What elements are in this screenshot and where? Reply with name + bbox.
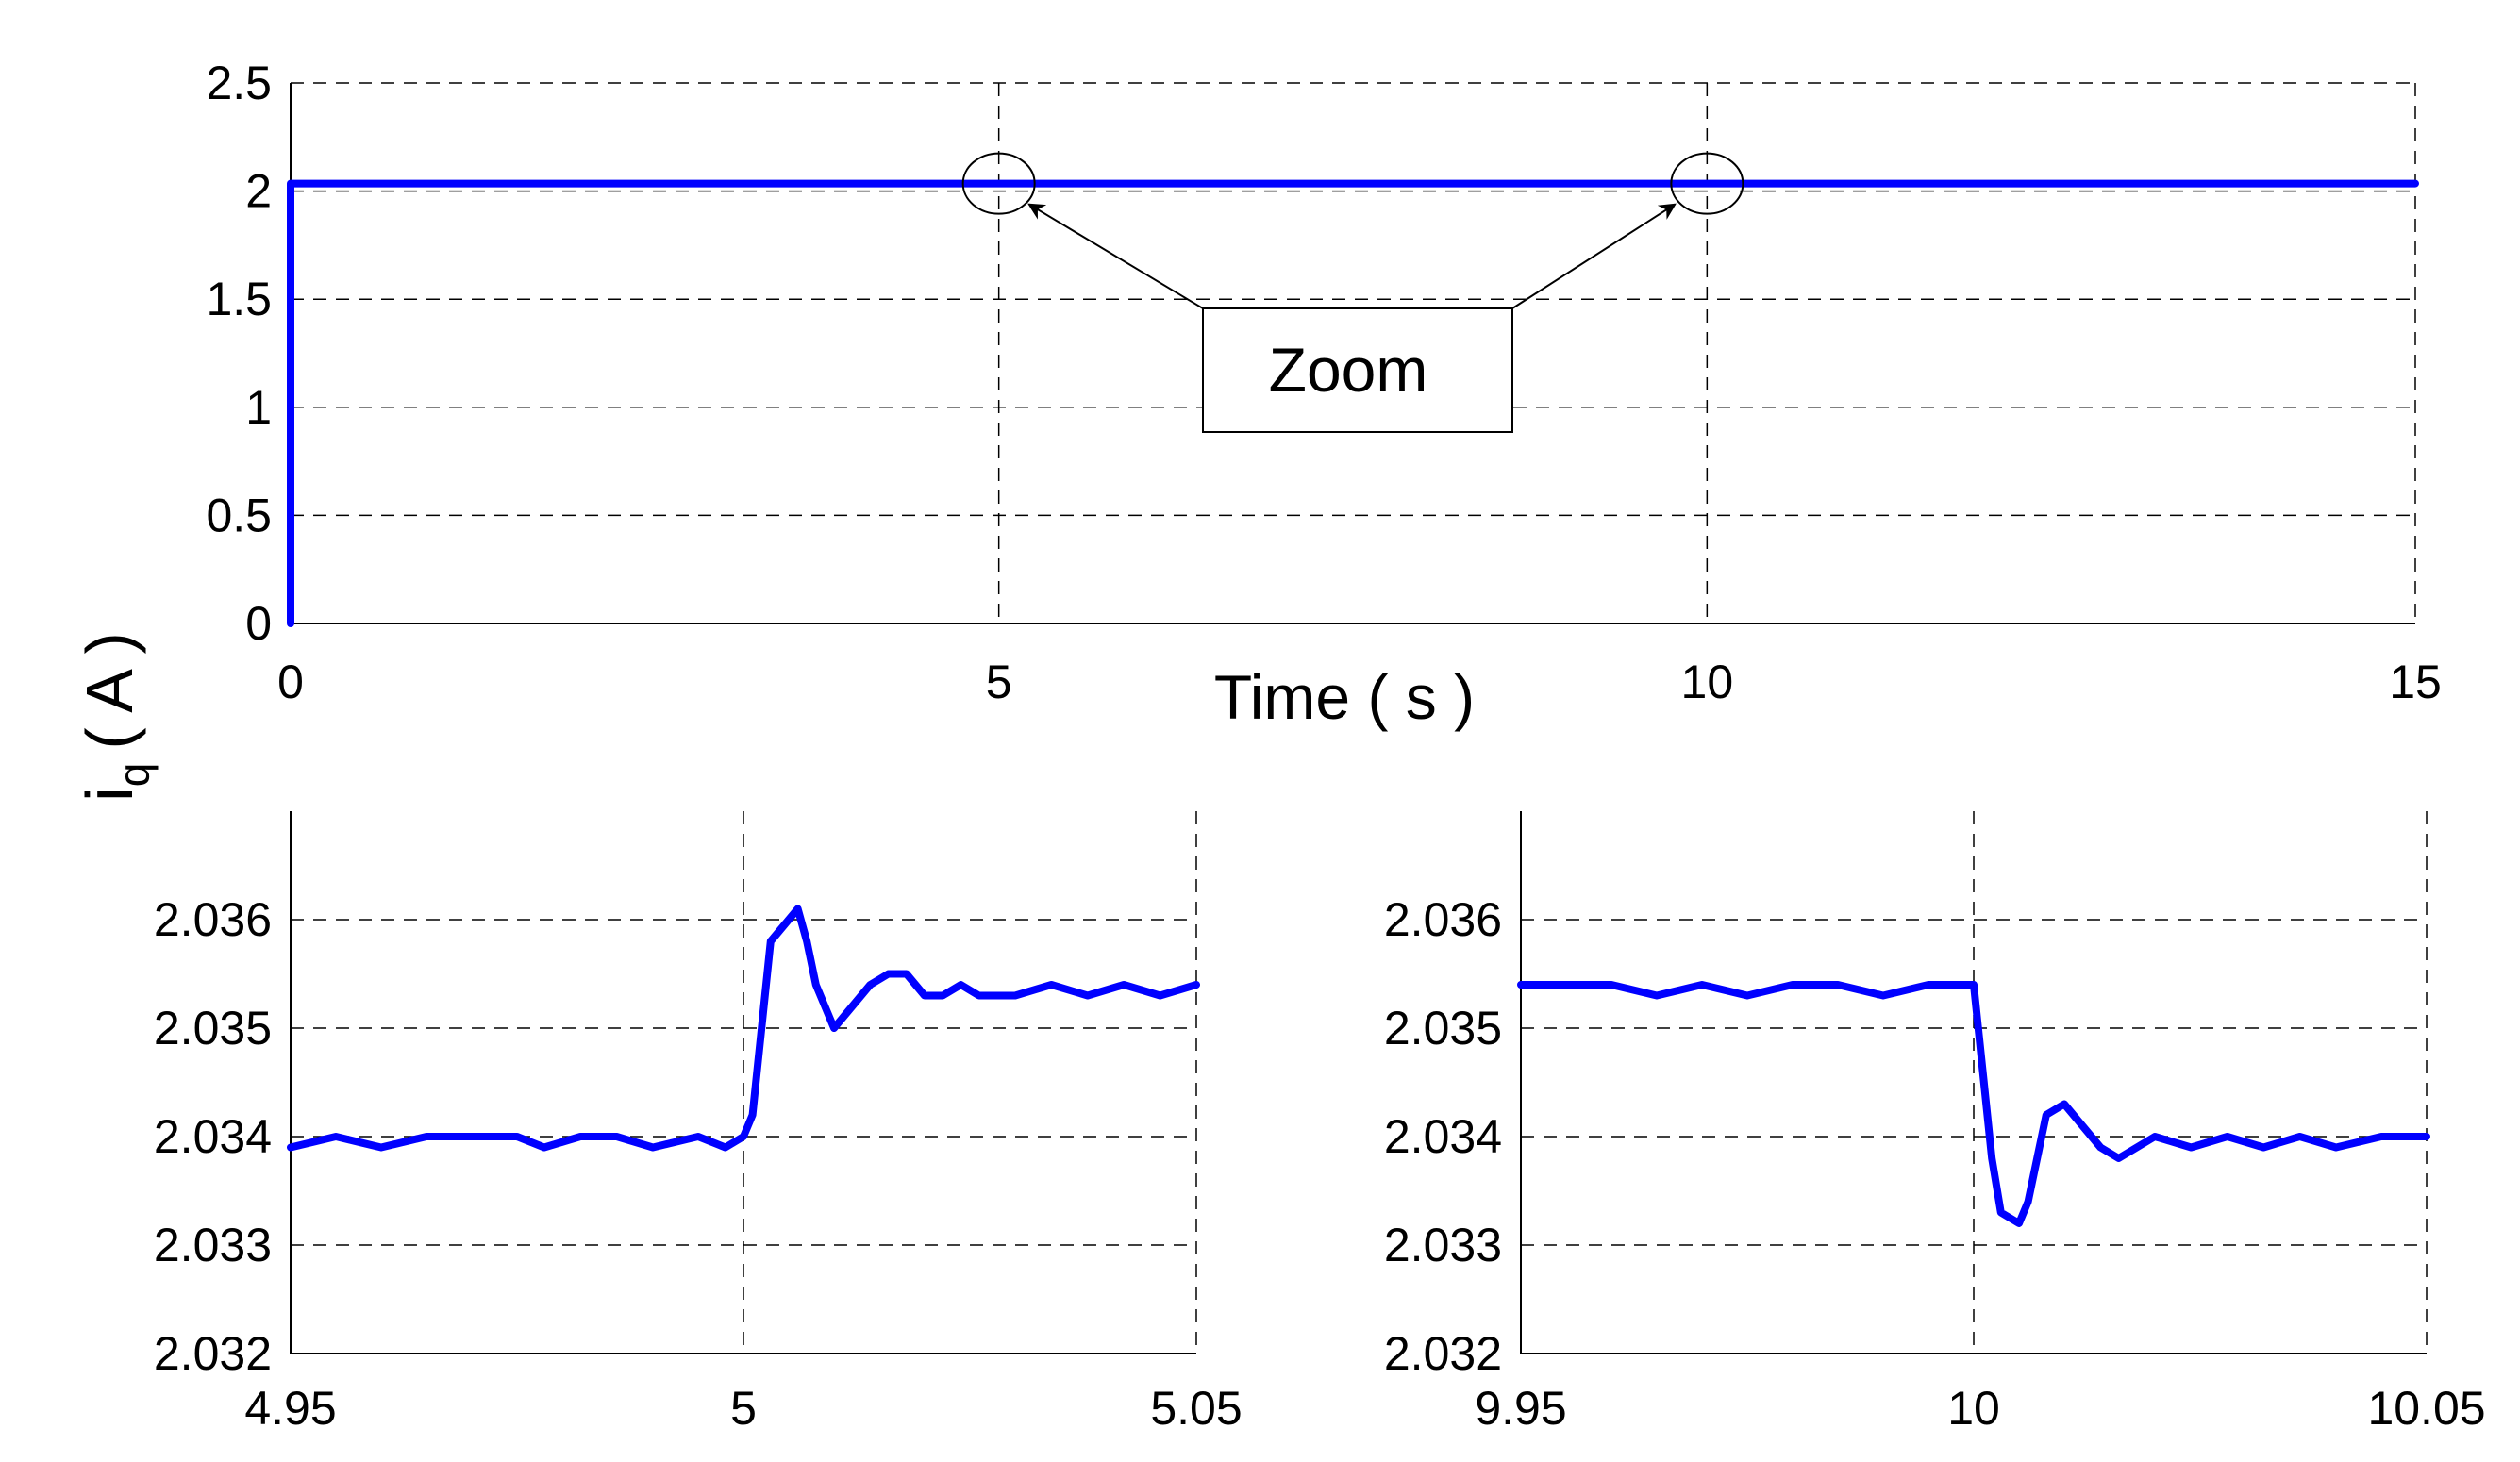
y-tick-label: 2.035 bbox=[154, 1002, 272, 1055]
x-axis-title: Time ( s ) bbox=[1214, 662, 1475, 732]
y-tick-label: 2.036 bbox=[1384, 893, 1502, 946]
y-tick-label: 0 bbox=[245, 597, 272, 650]
y-tick-label: 2.034 bbox=[154, 1110, 272, 1163]
x-tick-label: 4.95 bbox=[244, 1382, 336, 1435]
x-tick-label: 5 bbox=[986, 656, 1012, 708]
x-tick-label: 5 bbox=[730, 1382, 757, 1435]
y-tick-label: 1.5 bbox=[206, 273, 272, 325]
series-line bbox=[287, 179, 2419, 627]
x-tick-label: 9.95 bbox=[1475, 1382, 1566, 1435]
y-tick-label: 2.032 bbox=[1384, 1327, 1502, 1380]
x-tick-label: 0 bbox=[277, 656, 304, 708]
x-tick-label: 15 bbox=[2389, 656, 2442, 708]
x-tick-label: 10 bbox=[1681, 656, 1734, 708]
zoom-label-box bbox=[1202, 307, 1513, 433]
y-tick-label: 2 bbox=[245, 165, 272, 218]
zoom-chart-10s: 9.95 10 10.05 2.032 2.033 2.034 2.035 2.036 bbox=[1384, 811, 2486, 1435]
y-tick-label: 0.5 bbox=[206, 489, 272, 541]
x-tick-label: 5.05 bbox=[1150, 1382, 1242, 1435]
zoom-arrow bbox=[1511, 203, 1677, 309]
y-tick-label: 2.036 bbox=[154, 893, 272, 946]
svg-text:iq( A ): iq ( A ) bbox=[73, 632, 159, 802]
y-tick-label: 2.033 bbox=[154, 1219, 272, 1271]
y-tick-label: 2.032 bbox=[154, 1327, 272, 1380]
zoom-marker-circle bbox=[961, 152, 1036, 215]
y-axis-label-sub: q bbox=[109, 763, 159, 788]
main-chart: 0 5 10 15 0 0.5 1 1.5 2 2.5 Time ( s ) Zoom bbox=[206, 57, 2441, 732]
y-tick-label: 2.035 bbox=[1384, 1002, 1502, 1055]
y-axis-label: iq ( A ) bbox=[73, 632, 159, 802]
y-axis-label-main: i bbox=[73, 787, 146, 802]
x-tick-label: 10 bbox=[1947, 1382, 2000, 1435]
zoom-arrow bbox=[1027, 203, 1204, 309]
series-line bbox=[1517, 981, 2430, 1227]
x-tick-label: 10.05 bbox=[2367, 1382, 2485, 1435]
y-tick-label: 2.033 bbox=[1384, 1219, 1502, 1271]
zoom-chart-5s: 4.95 5 5.05 2.032 2.033 2.034 2.035 2.036 bbox=[154, 811, 1243, 1435]
series-line bbox=[287, 905, 1200, 1152]
y-axis-label-unit: ( A ) bbox=[73, 632, 146, 749]
y-tick-label: 1 bbox=[245, 381, 272, 434]
y-tick-label: 2.5 bbox=[206, 57, 272, 109]
y-tick-label: 2.034 bbox=[1384, 1110, 1502, 1163]
zoom-label: Zoom bbox=[1269, 335, 1428, 405]
zoom-marker-circle bbox=[1670, 152, 1744, 215]
